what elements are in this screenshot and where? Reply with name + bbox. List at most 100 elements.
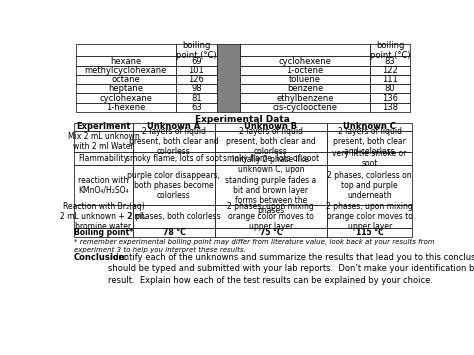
Bar bbox=[75, 66, 176, 75]
Text: Boiling point*: Boiling point* bbox=[74, 228, 133, 237]
Bar bbox=[73, 165, 133, 205]
Bar bbox=[327, 205, 412, 228]
Bar bbox=[370, 103, 410, 112]
Text: 83: 83 bbox=[385, 56, 395, 66]
Bar bbox=[133, 228, 215, 237]
Text: Initially 2 phase like
unknown C, upon
standing purple fades a
bit and brown lay: Initially 2 phase like unknown C, upon s… bbox=[225, 155, 317, 215]
Bar bbox=[240, 84, 370, 93]
Text: 111: 111 bbox=[383, 75, 398, 84]
Bar bbox=[240, 66, 370, 75]
Text: 115 °C: 115 °C bbox=[356, 228, 383, 237]
Text: 122: 122 bbox=[383, 66, 398, 75]
Bar bbox=[73, 152, 133, 165]
Text: Mix 2 mL unknown
with 2 ml Water: Mix 2 mL unknown with 2 ml Water bbox=[68, 132, 139, 151]
Text: 63: 63 bbox=[191, 103, 202, 112]
Bar bbox=[133, 205, 215, 228]
Text: 2 phases, both colorless: 2 phases, both colorless bbox=[128, 212, 220, 221]
Bar bbox=[327, 165, 412, 205]
Text: boiling
point (°C): boiling point (°C) bbox=[176, 41, 217, 60]
Text: 2 phases, colorless on
top and purple
underneath: 2 phases, colorless on top and purple un… bbox=[328, 170, 412, 200]
Text: 101: 101 bbox=[189, 66, 204, 75]
Text: benzene: benzene bbox=[287, 84, 323, 93]
Text: purple color disappears,
both phases become
colorless: purple color disappears, both phases bec… bbox=[128, 170, 220, 200]
Bar bbox=[133, 152, 215, 165]
Text: 80: 80 bbox=[385, 84, 395, 93]
Text: cyclohexene: cyclohexene bbox=[279, 56, 331, 66]
Bar bbox=[73, 131, 133, 152]
Bar bbox=[176, 84, 217, 93]
Text: very little smoke or
soot: very little smoke or soot bbox=[332, 149, 407, 168]
Bar bbox=[75, 75, 176, 84]
Text: 75 °C: 75 °C bbox=[260, 228, 282, 237]
Text: 78 °C: 78 °C bbox=[163, 228, 185, 237]
Text: Unknown A: Unknown A bbox=[147, 122, 201, 131]
Text: cis-cyclooctene: cis-cyclooctene bbox=[273, 103, 337, 112]
Bar bbox=[75, 84, 176, 93]
Text: Identify each of the unknowns and summarize the results that lead you to this co: Identify each of the unknowns and summar… bbox=[108, 253, 474, 285]
Text: smoky flame, lots of soot: smoky flame, lots of soot bbox=[126, 154, 222, 163]
Text: 1-hexene: 1-hexene bbox=[106, 103, 146, 112]
Bar bbox=[327, 131, 412, 152]
Text: Experimental Data: Experimental Data bbox=[195, 115, 291, 124]
Bar bbox=[75, 56, 176, 66]
Bar bbox=[327, 123, 412, 131]
Bar bbox=[176, 75, 217, 84]
Text: reaction with
KMnO₄/H₂SO₄: reaction with KMnO₄/H₂SO₄ bbox=[78, 175, 128, 195]
Text: boiling
point (°C): boiling point (°C) bbox=[370, 41, 410, 60]
Text: hexane: hexane bbox=[110, 56, 142, 66]
Text: ethylbenzene: ethylbenzene bbox=[276, 93, 334, 103]
Bar bbox=[133, 123, 215, 131]
Text: octane: octane bbox=[111, 75, 140, 84]
Text: Unknown C: Unknown C bbox=[343, 122, 396, 131]
Text: 2 layers of liquid
present, both clear and
colorless: 2 layers of liquid present, both clear a… bbox=[226, 127, 316, 156]
Bar bbox=[240, 44, 370, 56]
Text: cyclohexane: cyclohexane bbox=[100, 93, 153, 103]
Bar bbox=[75, 44, 176, 56]
Text: 126: 126 bbox=[189, 75, 204, 84]
Bar bbox=[327, 152, 412, 165]
Bar bbox=[370, 84, 410, 93]
Bar bbox=[370, 56, 410, 66]
Text: heptane: heptane bbox=[109, 84, 144, 93]
Text: Conclusion:: Conclusion: bbox=[73, 253, 128, 262]
Bar bbox=[370, 66, 410, 75]
Text: 98: 98 bbox=[191, 84, 202, 93]
Bar bbox=[215, 205, 327, 228]
Bar bbox=[215, 228, 327, 237]
Bar bbox=[217, 44, 240, 112]
Bar bbox=[215, 123, 327, 131]
Text: 2 layers of liquid
present, both clear
and colorless: 2 layers of liquid present, both clear a… bbox=[333, 127, 406, 156]
Text: 2 phases, upon mixing
orange color moves to
upper layer: 2 phases, upon mixing orange color moves… bbox=[228, 202, 314, 231]
Bar bbox=[327, 228, 412, 237]
Bar bbox=[176, 103, 217, 112]
Bar bbox=[73, 123, 133, 131]
Bar bbox=[176, 93, 217, 103]
Bar bbox=[215, 131, 327, 152]
Text: * remember experimental boiling point may differ from literature value, look bac: * remember experimental boiling point ma… bbox=[73, 239, 434, 253]
Bar bbox=[370, 93, 410, 103]
Text: 136: 136 bbox=[382, 93, 398, 103]
Bar bbox=[133, 165, 215, 205]
Bar bbox=[240, 56, 370, 66]
Text: Reaction with Br₂(aq)
2 mL unknown + 2 mL
bromine water: Reaction with Br₂(aq) 2 mL unknown + 2 m… bbox=[61, 202, 146, 231]
Text: 81: 81 bbox=[191, 93, 202, 103]
Text: Flammability: Flammability bbox=[78, 154, 128, 163]
Bar bbox=[240, 75, 370, 84]
Text: smoky flame, lots of soot: smoky flame, lots of soot bbox=[223, 154, 319, 163]
Text: 1-octene: 1-octene bbox=[286, 66, 324, 75]
Bar bbox=[240, 93, 370, 103]
Bar bbox=[240, 103, 370, 112]
Text: Experiment: Experiment bbox=[76, 122, 131, 131]
Bar bbox=[176, 56, 217, 66]
Bar bbox=[133, 131, 215, 152]
Bar bbox=[215, 152, 327, 165]
Bar bbox=[75, 93, 176, 103]
Bar bbox=[215, 165, 327, 205]
Bar bbox=[370, 75, 410, 84]
Bar bbox=[73, 228, 133, 237]
Bar bbox=[176, 66, 217, 75]
Bar bbox=[73, 205, 133, 228]
Text: toluene: toluene bbox=[289, 75, 321, 84]
Text: 2 layers of liquid
present, both clear and
colorless: 2 layers of liquid present, both clear a… bbox=[129, 127, 219, 156]
Bar bbox=[75, 103, 176, 112]
